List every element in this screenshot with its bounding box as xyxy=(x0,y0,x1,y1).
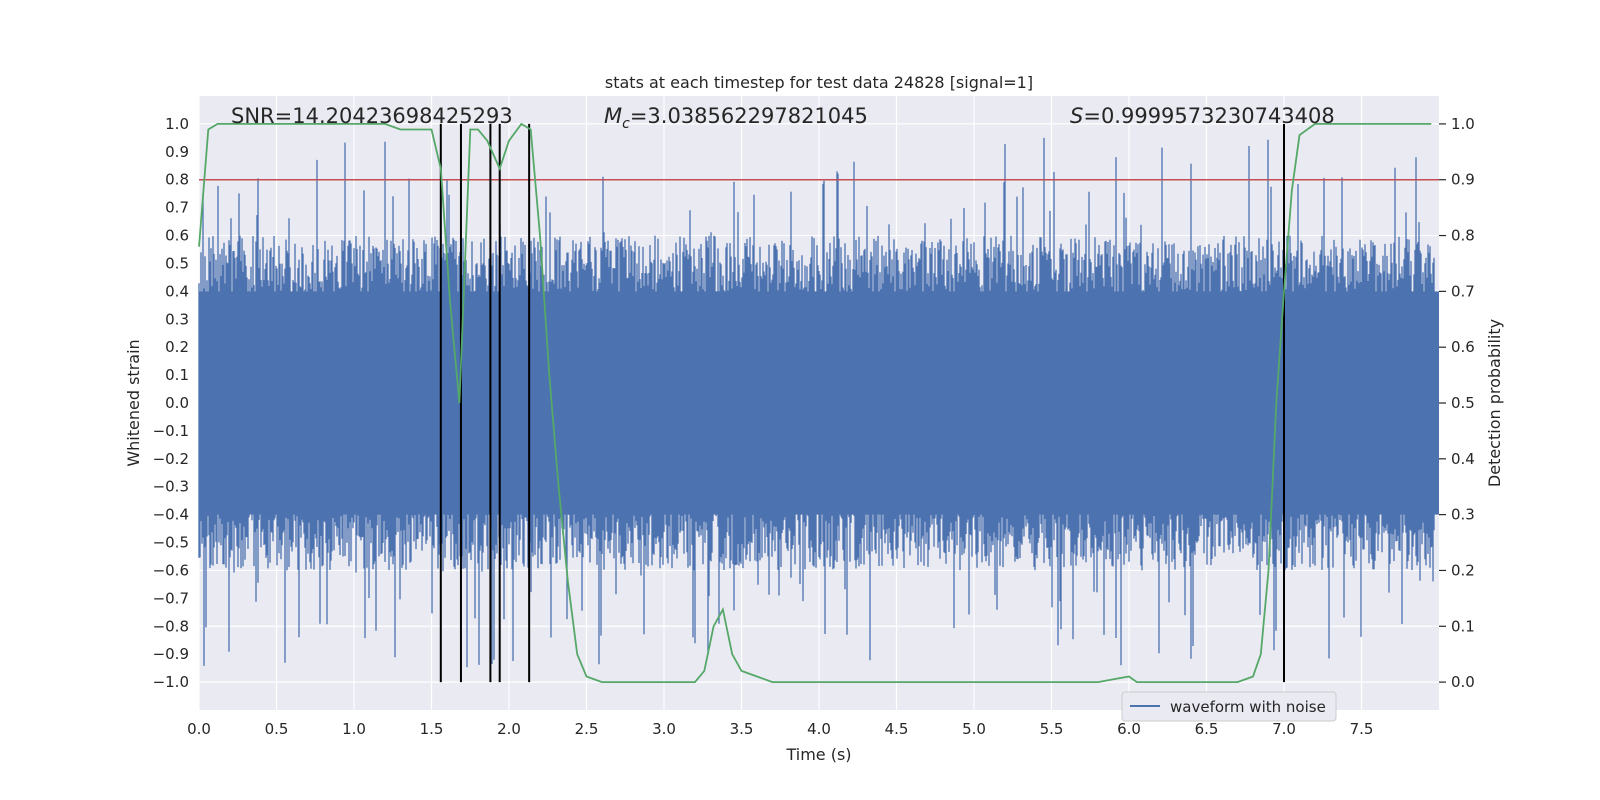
y2-tick-label: 0.7 xyxy=(1451,282,1475,300)
significance-annotation: S=0.9999573230743408 xyxy=(1070,104,1335,128)
y2-tick-label: 0.1 xyxy=(1451,617,1475,635)
chirp-mass-symbol: M xyxy=(604,104,622,128)
x-tick-label: 7.0 xyxy=(1272,720,1296,738)
x-tick-label: 2.5 xyxy=(575,720,599,738)
y-tick-label: 1.0 xyxy=(165,115,189,133)
y2-axis-label: Detection probability xyxy=(1485,319,1504,487)
x-tick-label: 5.0 xyxy=(962,720,986,738)
y-tick-label: −0.6 xyxy=(153,561,189,579)
significance-value: =0.9999573230743408 xyxy=(1083,104,1334,128)
y-axis-label: Whitened strain xyxy=(124,339,143,466)
y-tick-label: 0.0 xyxy=(165,394,189,412)
y-tick-label: −0.7 xyxy=(153,589,189,607)
y2-tick-label: 0.0 xyxy=(1451,673,1475,691)
legend-label: waveform with noise xyxy=(1170,698,1326,716)
y2-tick-label: 0.4 xyxy=(1451,450,1475,468)
y-tick-label: −0.3 xyxy=(153,478,189,496)
y-tick-label: 0.1 xyxy=(165,366,189,384)
x-tick-label: 6.5 xyxy=(1195,720,1219,738)
y-tick-label: −1.0 xyxy=(153,673,189,691)
y2-tick-label: 1.0 xyxy=(1451,115,1475,133)
chirp-mass-subscript: c xyxy=(622,116,630,132)
x-tick-label: 6.0 xyxy=(1117,720,1141,738)
y2-tick-label: 0.3 xyxy=(1451,506,1475,524)
x-tick-label: 1.5 xyxy=(420,720,444,738)
y2-tick-label: 0.9 xyxy=(1451,171,1475,189)
waveform-with-noise-series xyxy=(198,137,1439,668)
x-tick-label: 5.5 xyxy=(1040,720,1064,738)
significance-symbol: S xyxy=(1070,104,1083,128)
y-tick-label: 0.7 xyxy=(165,199,189,217)
y-tick-label: 0.2 xyxy=(165,338,189,356)
y-tick-label: −0.4 xyxy=(153,506,189,524)
y-tick-label: 0.6 xyxy=(165,227,189,245)
detection-probability-series xyxy=(198,122,1432,683)
x-tick-label: 4.0 xyxy=(807,720,831,738)
y2-axis-ticks: 0.0 0.1 0.2 0.3 0.4 0.5 0.6 0.7 0.8 0.9 1.0 xyxy=(1439,115,1475,691)
legend: waveform with noise xyxy=(1121,691,1337,722)
y-tick-label: −0.9 xyxy=(153,645,189,663)
x-tick-label: 4.5 xyxy=(885,720,909,738)
x-axis-label: Time (s) xyxy=(785,745,851,764)
y-tick-label: −0.2 xyxy=(153,450,189,468)
x-tick-label: 7.5 xyxy=(1350,720,1374,738)
y-tick-label: −0.8 xyxy=(153,617,189,635)
chart-title: stats at each timestep for test data 248… xyxy=(605,73,1033,92)
waveform-trace xyxy=(198,137,1435,668)
y-tick-label: 0.8 xyxy=(165,171,189,189)
x-tick-label: 1.0 xyxy=(342,720,366,738)
x-axis-ticks: 0.0 0.5 1.0 1.5 2.0 2.5 3.0 3.5 4.0 4.5 5.0 5.5 6.0 6… xyxy=(187,720,1373,738)
detection-vertical-lines xyxy=(439,123,1285,683)
y-tick-label: 0.3 xyxy=(165,310,189,328)
y-tick-label: 0.9 xyxy=(165,143,189,161)
y-tick-label: 0.5 xyxy=(165,254,189,272)
y2-tick-label: 0.8 xyxy=(1451,227,1475,245)
chirp-mass-annotation: Mc=3.038562297821045 xyxy=(604,104,868,132)
y-tick-label: −0.5 xyxy=(153,534,189,552)
x-tick-label: 0.5 xyxy=(265,720,289,738)
y2-tick-label: 0.6 xyxy=(1451,338,1475,356)
y-tick-label: −0.1 xyxy=(153,422,189,440)
snr-annotation: SNR=14.20423698425293 xyxy=(231,104,513,128)
y2-tick-label: 0.2 xyxy=(1451,561,1475,579)
chirp-mass-value: =3.038562297821045 xyxy=(630,104,868,128)
x-tick-label: 0.0 xyxy=(187,720,211,738)
y-tick-label: 0.4 xyxy=(165,282,189,300)
x-tick-label: 3.0 xyxy=(652,720,676,738)
x-tick-label: 2.0 xyxy=(497,720,521,738)
y2-tick-label: 0.5 xyxy=(1451,394,1475,412)
legend-box xyxy=(1121,691,1337,722)
x-tick-label: 3.5 xyxy=(730,720,754,738)
detection-probability-line xyxy=(198,122,1432,683)
y-axis-ticks: −1.0 −0.9 −0.8 −0.7 −0.6 −0.5 −0.4 −0.3 −0.2 −0.1… xyxy=(153,115,189,691)
